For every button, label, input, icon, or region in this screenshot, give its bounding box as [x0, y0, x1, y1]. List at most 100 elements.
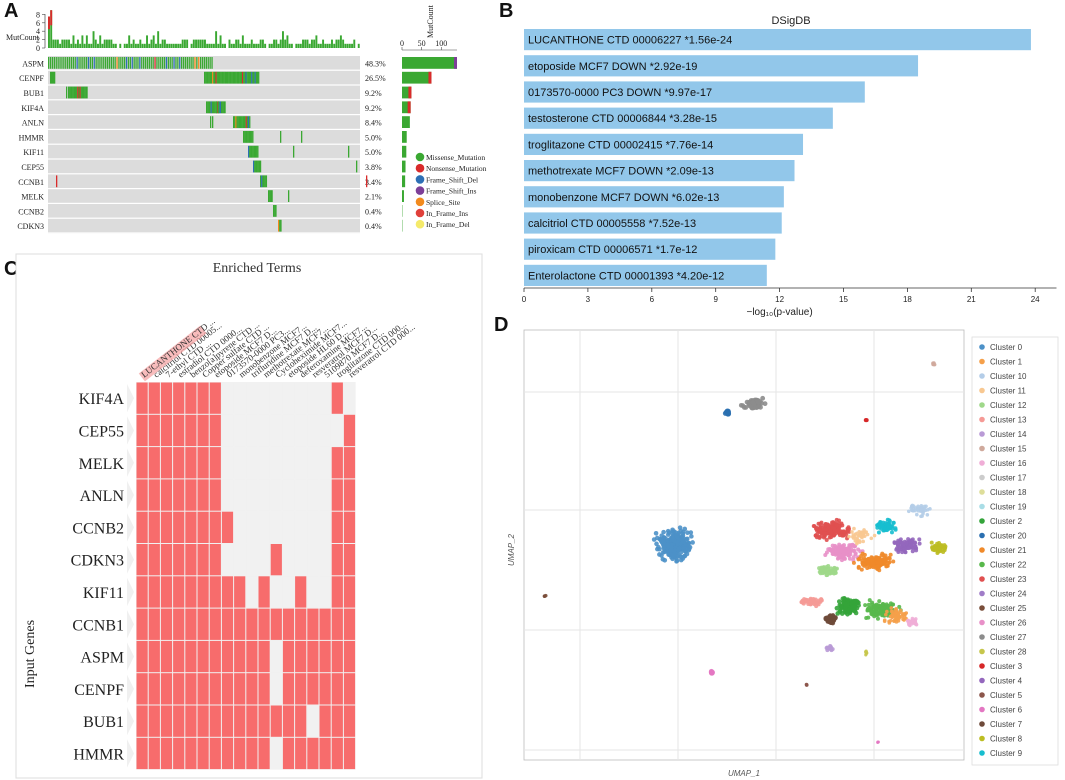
mutation-cell	[229, 71, 231, 84]
mutation-cell	[242, 116, 244, 128]
data-point	[938, 548, 943, 553]
data-point	[670, 530, 675, 536]
mutation-cell	[269, 190, 271, 202]
heatmap-cell	[343, 447, 356, 479]
mutation-cell	[105, 57, 107, 69]
bar-label: LUCANTHONE CTD 00006227 *1.56e-24	[528, 35, 732, 47]
mutation-cell	[233, 116, 235, 128]
heatmap-cell	[246, 608, 258, 640]
legend-label: Cluster 23	[990, 575, 1027, 584]
mutation-cell	[260, 175, 262, 188]
mutation-cell	[278, 219, 280, 232]
top-count-bar	[288, 43, 291, 48]
mutation-cell	[274, 205, 276, 217]
data-point	[894, 606, 899, 611]
mutation-cell	[252, 71, 254, 84]
data-point	[832, 532, 837, 537]
mutation-cell	[152, 57, 154, 69]
row-separator	[48, 188, 360, 190]
data-point	[861, 556, 866, 561]
mutation-cell	[143, 57, 145, 69]
mutation-cell	[222, 71, 224, 84]
top-count-bar	[123, 43, 126, 48]
panel-letter-c: C	[4, 258, 19, 280]
heatmap-cell	[246, 544, 258, 576]
mutation-cell	[224, 71, 226, 84]
top-count-bar	[154, 43, 157, 48]
top-count-bar	[224, 43, 226, 48]
legend-label: Cluster 27	[990, 633, 1027, 642]
mutation-cell	[56, 175, 58, 188]
heatmap-cell	[343, 608, 356, 640]
heatmap-cell	[234, 737, 246, 770]
data-point	[800, 598, 805, 603]
data-point	[864, 615, 869, 620]
mutation-cell	[256, 160, 258, 173]
mutation-cell	[217, 71, 220, 84]
mutation-cell	[253, 71, 255, 84]
top-count-bar	[215, 31, 218, 48]
mutation-cell	[81, 86, 84, 99]
heatmap-cell	[258, 414, 270, 447]
data-point	[916, 508, 921, 513]
heatmap-cell	[185, 576, 197, 608]
heatmap-cell	[185, 673, 197, 705]
row-separator	[48, 114, 360, 116]
row-label: CCNB2	[72, 520, 124, 537]
heatmap-cell	[319, 576, 331, 608]
mutation-cell	[224, 101, 226, 114]
mutation-cell	[110, 57, 112, 69]
heatmap-cell	[295, 447, 307, 479]
data-point	[653, 530, 659, 536]
data-point	[860, 535, 864, 540]
top-count-bar	[54, 39, 57, 48]
data-point	[910, 549, 915, 554]
heatmap-cell	[148, 640, 160, 673]
mutation-cell	[250, 145, 252, 158]
top-count-bar	[92, 31, 95, 48]
mutation-cell	[70, 57, 73, 69]
heatmap-cell	[282, 608, 295, 640]
top-count-bar	[190, 43, 193, 48]
mutation-cell	[366, 175, 368, 188]
data-point	[862, 534, 867, 538]
data-point	[850, 543, 855, 548]
data-point	[839, 605, 844, 610]
mutation-cell	[52, 71, 54, 84]
top-axis-tick-label: 0	[36, 44, 40, 53]
mutation-cell	[61, 57, 63, 69]
mutation-cell	[79, 86, 81, 99]
heatmap-cell	[148, 544, 160, 576]
heatmap-cell	[295, 608, 307, 640]
heatmap-cell	[234, 414, 246, 447]
heatmap-cell	[160, 479, 173, 511]
data-point	[837, 518, 842, 523]
top-axis-tick-label: 8	[36, 10, 40, 19]
panel-letter-a: A	[4, 0, 19, 22]
data-point	[831, 546, 836, 551]
mutation-cell	[211, 101, 214, 114]
data-point	[861, 531, 866, 535]
mutation-cell	[209, 57, 211, 69]
mutation-cell	[124, 57, 126, 69]
data-point	[872, 603, 877, 608]
mutation-cell	[139, 57, 141, 69]
top-count-bar	[119, 43, 122, 48]
bar-label: 0173570-0000 PC3 DOWN *9.97e-17	[528, 87, 712, 99]
data-point	[870, 555, 875, 560]
heatmap-cell	[270, 544, 282, 576]
heatmap-cell	[331, 608, 343, 640]
heatmap-cell	[173, 447, 185, 479]
row-label-marker	[127, 642, 134, 671]
data-point	[915, 512, 919, 517]
data-point	[668, 548, 674, 554]
top-count-bar	[76, 39, 79, 48]
top-count-bar	[74, 43, 77, 48]
data-point	[884, 612, 888, 617]
legend-label: Cluster 26	[990, 619, 1027, 628]
data-point	[723, 409, 729, 415]
heatmap-cell	[307, 705, 319, 737]
data-point	[819, 597, 824, 602]
x-axis-tick-label: 3	[586, 295, 591, 304]
legend-swatch	[415, 175, 425, 184]
